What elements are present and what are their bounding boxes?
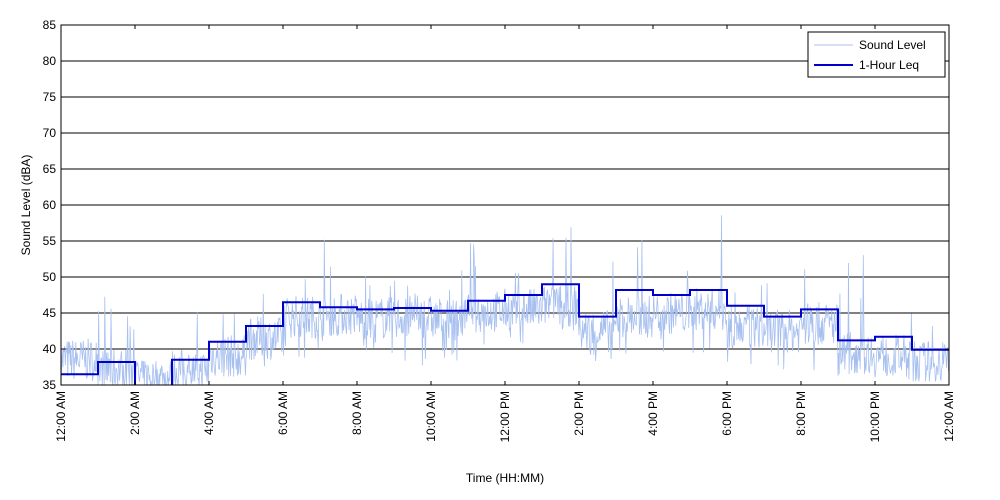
y-tick-label: 35 [43, 378, 57, 392]
x-tick-label: 10:00 PM [868, 391, 882, 442]
y-tick-label: 45 [43, 306, 57, 320]
y-tick-label: 80 [43, 54, 57, 68]
y-axis: 35 40 45 50 55 60 65 70 75 80 85 [43, 18, 949, 392]
leq-step-line [61, 283, 949, 385]
x-tick-label: 12:00 AM [54, 391, 68, 442]
x-axis: 12:00 AM 2:00 AM 4:00 AM 6:00 AM 8:00 AM 10:0… [54, 25, 956, 442]
y-tick-label: 75 [43, 90, 57, 104]
legend-label-sound-level: Sound Level [859, 38, 926, 52]
x-tick-label: 8:00 PM [794, 391, 808, 436]
x-tick-label: 6:00 PM [720, 391, 734, 436]
y-tick-label: 85 [43, 18, 57, 32]
y-tick-label: 50 [43, 270, 57, 284]
y-tick-label: 65 [43, 162, 57, 176]
legend-box [807, 31, 946, 78]
x-axis-title: Time (HH:MM) [466, 471, 544, 485]
x-tick-label: 8:00 AM [350, 391, 364, 435]
x-tick-label: 10:00 AM [424, 391, 438, 442]
legend-label-leq: 1-Hour Leq [859, 58, 919, 72]
x-tick-label: 2:00 PM [572, 391, 586, 436]
y-axis-title: Sound Level (dBA) [19, 155, 33, 256]
leq-series [61, 283, 949, 385]
y-tick-label: 55 [43, 234, 57, 248]
x-tick-label: 6:00 AM [276, 391, 290, 435]
y-tick-label: 70 [43, 126, 57, 140]
x-tick-label: 12:00 PM [498, 391, 512, 442]
x-tick-label: 4:00 PM [646, 391, 660, 436]
x-tick-label: 4:00 AM [202, 391, 216, 435]
y-tick-label: 40 [43, 342, 57, 356]
x-tick-label: 12:00 AM [942, 391, 956, 442]
y-tick-label: 60 [43, 198, 57, 212]
legend: Sound Level 1-Hour Leq [807, 31, 946, 78]
x-tick-label: 2:00 AM [128, 391, 142, 435]
